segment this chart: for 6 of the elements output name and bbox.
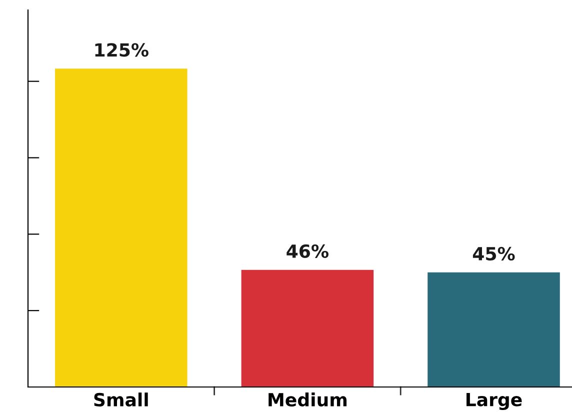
x-tick-label: Small	[94, 392, 148, 407]
x-tick-label: Medium	[268, 392, 347, 407]
data-label: 46%	[286, 244, 328, 258]
x-tick-label: Large	[466, 392, 522, 410]
data-label: 45%	[472, 246, 515, 261]
data-label: 125%	[95, 43, 148, 57]
